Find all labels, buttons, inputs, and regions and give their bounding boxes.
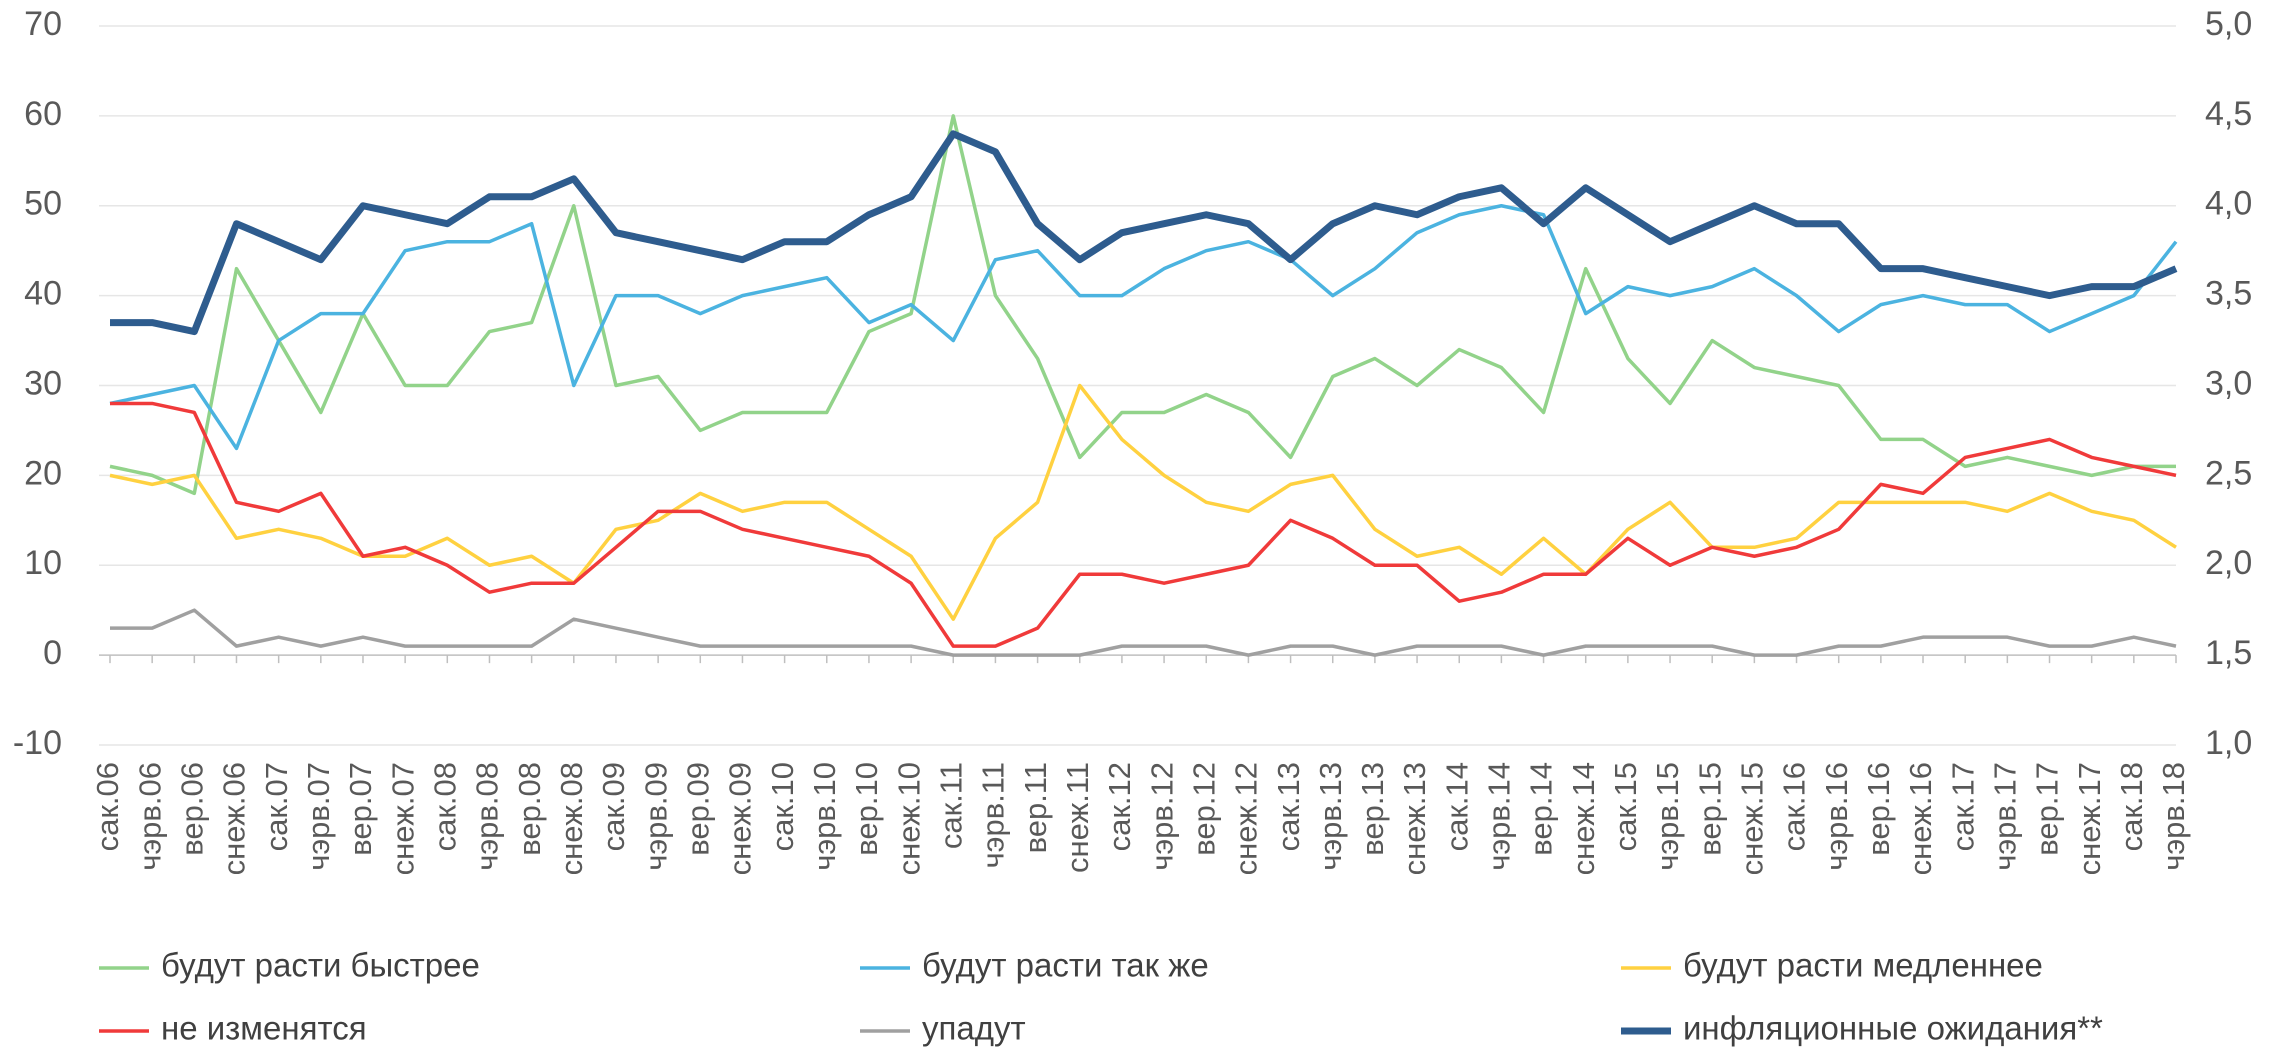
series-line xyxy=(110,608,2177,657)
x-tick-label: чэрв.08 xyxy=(470,762,505,871)
x-tick-label: снеж.13 xyxy=(1397,762,1432,875)
x-tick-label: снеж.07 xyxy=(385,762,420,875)
x-tick-label: вер.11 xyxy=(1018,762,1053,853)
x-tick-label: чэрв.12 xyxy=(1144,762,1179,871)
x-tick-label: чэрв.09 xyxy=(638,762,673,871)
legend-label: инфляционные ожидания** xyxy=(1683,1010,2103,1047)
y-tick-label: 40 xyxy=(24,275,62,313)
x-tick-label: снеж.11 xyxy=(1060,762,1095,873)
x-tick-label: вер.10 xyxy=(849,762,884,856)
x-tick-label: чэрв.14 xyxy=(1482,762,1517,871)
x-tick-label: сак.18 xyxy=(2114,762,2149,851)
x-tick-label: вер.09 xyxy=(680,762,715,856)
x-tick-label: сак.16 xyxy=(1777,762,1812,851)
y-tick-label: 0 xyxy=(43,634,62,672)
x-tick-label: снеж.09 xyxy=(723,762,758,875)
y2-tick-label: 3,5 xyxy=(2205,275,2252,313)
y2-tick-label: 4,5 xyxy=(2205,95,2252,133)
y2-tick-label: 5,0 xyxy=(2205,5,2252,43)
y2-tick-label: 4,0 xyxy=(2205,185,2252,223)
x-tick-label: сак.08 xyxy=(427,762,462,851)
x-tick-label: сак.17 xyxy=(1945,762,1980,851)
x-tick-label: вер.15 xyxy=(1692,762,1727,856)
y-tick-label: 60 xyxy=(24,95,62,133)
series-line xyxy=(109,114,2176,496)
legend-label: будут расти медленнее xyxy=(1683,947,2043,984)
y2-tick-label: 3,0 xyxy=(2205,364,2252,402)
x-tick-label: снеж.15 xyxy=(1735,762,1770,875)
y-tick-label: 50 xyxy=(24,185,62,223)
x-tick-label: чэрв.13 xyxy=(1313,762,1348,871)
legend-label: будут расти быстрее xyxy=(161,947,480,984)
y2-tick-label: 2,5 xyxy=(2205,454,2252,492)
x-tick-label: снеж.14 xyxy=(1566,762,1601,875)
x-tick-label: сак.12 xyxy=(1102,762,1137,851)
legend-label: будут расти так же xyxy=(922,947,1209,984)
x-tick-label: сак.07 xyxy=(259,762,294,851)
series-line xyxy=(109,383,2177,621)
y-tick-label: 10 xyxy=(24,544,62,582)
legend-label: не изменятся xyxy=(161,1010,367,1047)
legend-label: упадут xyxy=(922,1010,1026,1047)
x-tick-label: снеж.08 xyxy=(554,762,589,875)
x-tick-label: снеж.06 xyxy=(217,762,252,875)
y2-tick-label: 2,0 xyxy=(2205,544,2252,582)
x-tick-label: сак.09 xyxy=(596,762,631,851)
x-tick-label: сак.10 xyxy=(765,762,800,851)
y-tick-label: -10 xyxy=(13,724,62,762)
y2-tick-label: 1,0 xyxy=(2205,724,2252,762)
x-tick-label: сак.15 xyxy=(1608,762,1643,851)
x-tick-label: чэрв.06 xyxy=(132,762,167,871)
x-tick-label: вер.17 xyxy=(2030,762,2065,856)
x-tick-label: снеж.12 xyxy=(1229,762,1264,875)
x-tick-label: чэрв.16 xyxy=(1819,762,1854,871)
y2-tick-label: 1,5 xyxy=(2205,634,2252,672)
x-tick-label: чэрв.10 xyxy=(807,762,842,871)
x-tick-label: чэрв.17 xyxy=(1988,762,2023,871)
series-line xyxy=(109,204,2178,451)
x-tick-label: вер.08 xyxy=(512,762,547,856)
x-tick-label: вер.16 xyxy=(1861,762,1896,856)
x-tick-label: вер.13 xyxy=(1355,762,1390,856)
x-tick-label: сак.06 xyxy=(90,762,125,851)
x-tick-label: снеж.17 xyxy=(2072,762,2107,875)
x-tick-label: снеж.16 xyxy=(1903,762,1938,875)
x-tick-label: сак.11 xyxy=(933,762,968,849)
x-tick-label: сак.13 xyxy=(1271,762,1306,851)
x-tick-label: чэрв.11 xyxy=(976,762,1011,868)
x-tick-label: вер.14 xyxy=(1524,762,1559,856)
y-tick-label: 70 xyxy=(24,5,62,43)
x-tick-label: чэрв.15 xyxy=(1650,762,1685,871)
y-tick-label: 30 xyxy=(24,364,62,402)
y-tick-label: 20 xyxy=(24,454,62,492)
series-line xyxy=(110,130,2178,336)
x-tick-label: вер.12 xyxy=(1186,762,1221,856)
x-tick-label: чэрв.18 xyxy=(2156,762,2191,871)
x-tick-label: вер.06 xyxy=(175,762,210,856)
x-tick-label: сак.14 xyxy=(1439,762,1474,851)
x-tick-label: вер.07 xyxy=(343,762,378,856)
x-tick-label: чэрв.07 xyxy=(301,762,336,871)
series-line xyxy=(110,401,2177,648)
x-tick-label: снеж.10 xyxy=(891,762,926,875)
